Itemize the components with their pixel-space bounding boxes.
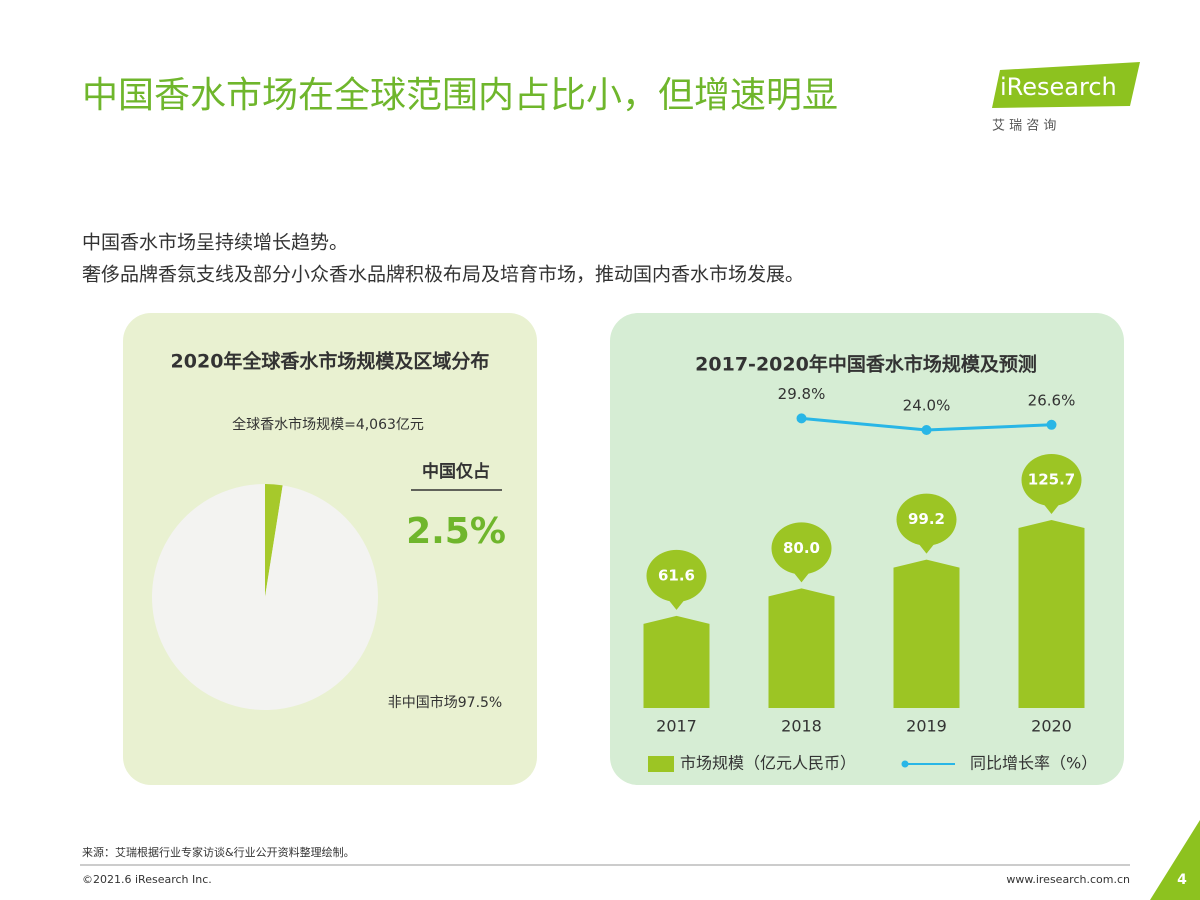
- value-label: 80.0: [783, 539, 820, 557]
- value-label: 非中国市场97.5%: [388, 694, 502, 711]
- chart-title: 2017-2020年中国香水市场规模及预测: [695, 353, 1037, 376]
- right-panel: [610, 313, 1124, 785]
- value-label: 2.5%: [406, 511, 506, 552]
- bar: [1018, 520, 1085, 708]
- chart-subtitle: 全球香水市场规模=4,063亿元: [232, 416, 424, 433]
- label-bubble: [896, 493, 957, 546]
- chart-title: 2020年全球香水市场规模及区域分布: [171, 350, 490, 373]
- line-point: [921, 425, 932, 435]
- source: 来源：艾瑞根据行业专家访谈&行业公开资料整理绘制。: [82, 845, 355, 859]
- legend-label: 市场规模（亿元人民币）: [680, 754, 856, 773]
- logo: iResearch: [1000, 73, 1117, 101]
- line-point: [1046, 419, 1057, 430]
- label-bubble: [1021, 454, 1082, 506]
- intro-line: 奢侈品牌香氛支线及部分小众香水品牌积极布局及培育市场，推动国内香水市场发展。: [82, 264, 804, 286]
- value-label: 99.2: [908, 510, 945, 528]
- corner: [1150, 820, 1200, 900]
- website: www.iresearch.com.cn: [1006, 873, 1130, 886]
- x-tick-label: 2017: [656, 717, 697, 736]
- label-pointer: [668, 599, 685, 610]
- value-label: 29.8%: [778, 385, 826, 403]
- slide-title: 中国香水市场在全球范围内占比小，但增速明显: [82, 75, 838, 116]
- label-pointer: [918, 543, 935, 554]
- x-tick-label: 2020: [1031, 717, 1072, 736]
- pie-slice: [265, 484, 283, 597]
- pie-slice: [152, 484, 379, 710]
- bar: [768, 588, 835, 708]
- intro-line: 中国香水市场呈持续增长趋势。: [82, 232, 348, 254]
- legend-swatch: [648, 756, 674, 772]
- value-label: 26.6%: [1028, 391, 1076, 409]
- label-bubble: [771, 522, 832, 575]
- annotation: 中国仅占: [422, 461, 490, 482]
- value-label: 125.7: [1028, 471, 1075, 489]
- value-label: 61.6: [658, 566, 695, 584]
- label-bubble: [646, 549, 707, 602]
- label-pointer: [1043, 504, 1060, 514]
- legend-point: [901, 760, 909, 768]
- x-tick-label: 2018: [781, 717, 822, 736]
- x-tick-label: 2019: [906, 717, 947, 736]
- logo-shape: [992, 62, 1140, 108]
- bar: [893, 559, 960, 708]
- copyright: ©2021.6 iResearch Inc.: [82, 873, 212, 886]
- bar: [643, 615, 710, 708]
- value-label: 24.0%: [903, 397, 951, 415]
- label-pointer: [793, 572, 810, 583]
- line-point: [796, 413, 807, 424]
- logo-sub: 艾 瑞 咨 询: [992, 119, 1056, 134]
- page-number: 4: [1177, 872, 1187, 888]
- legend-label: 同比增长率（%）: [970, 754, 1097, 773]
